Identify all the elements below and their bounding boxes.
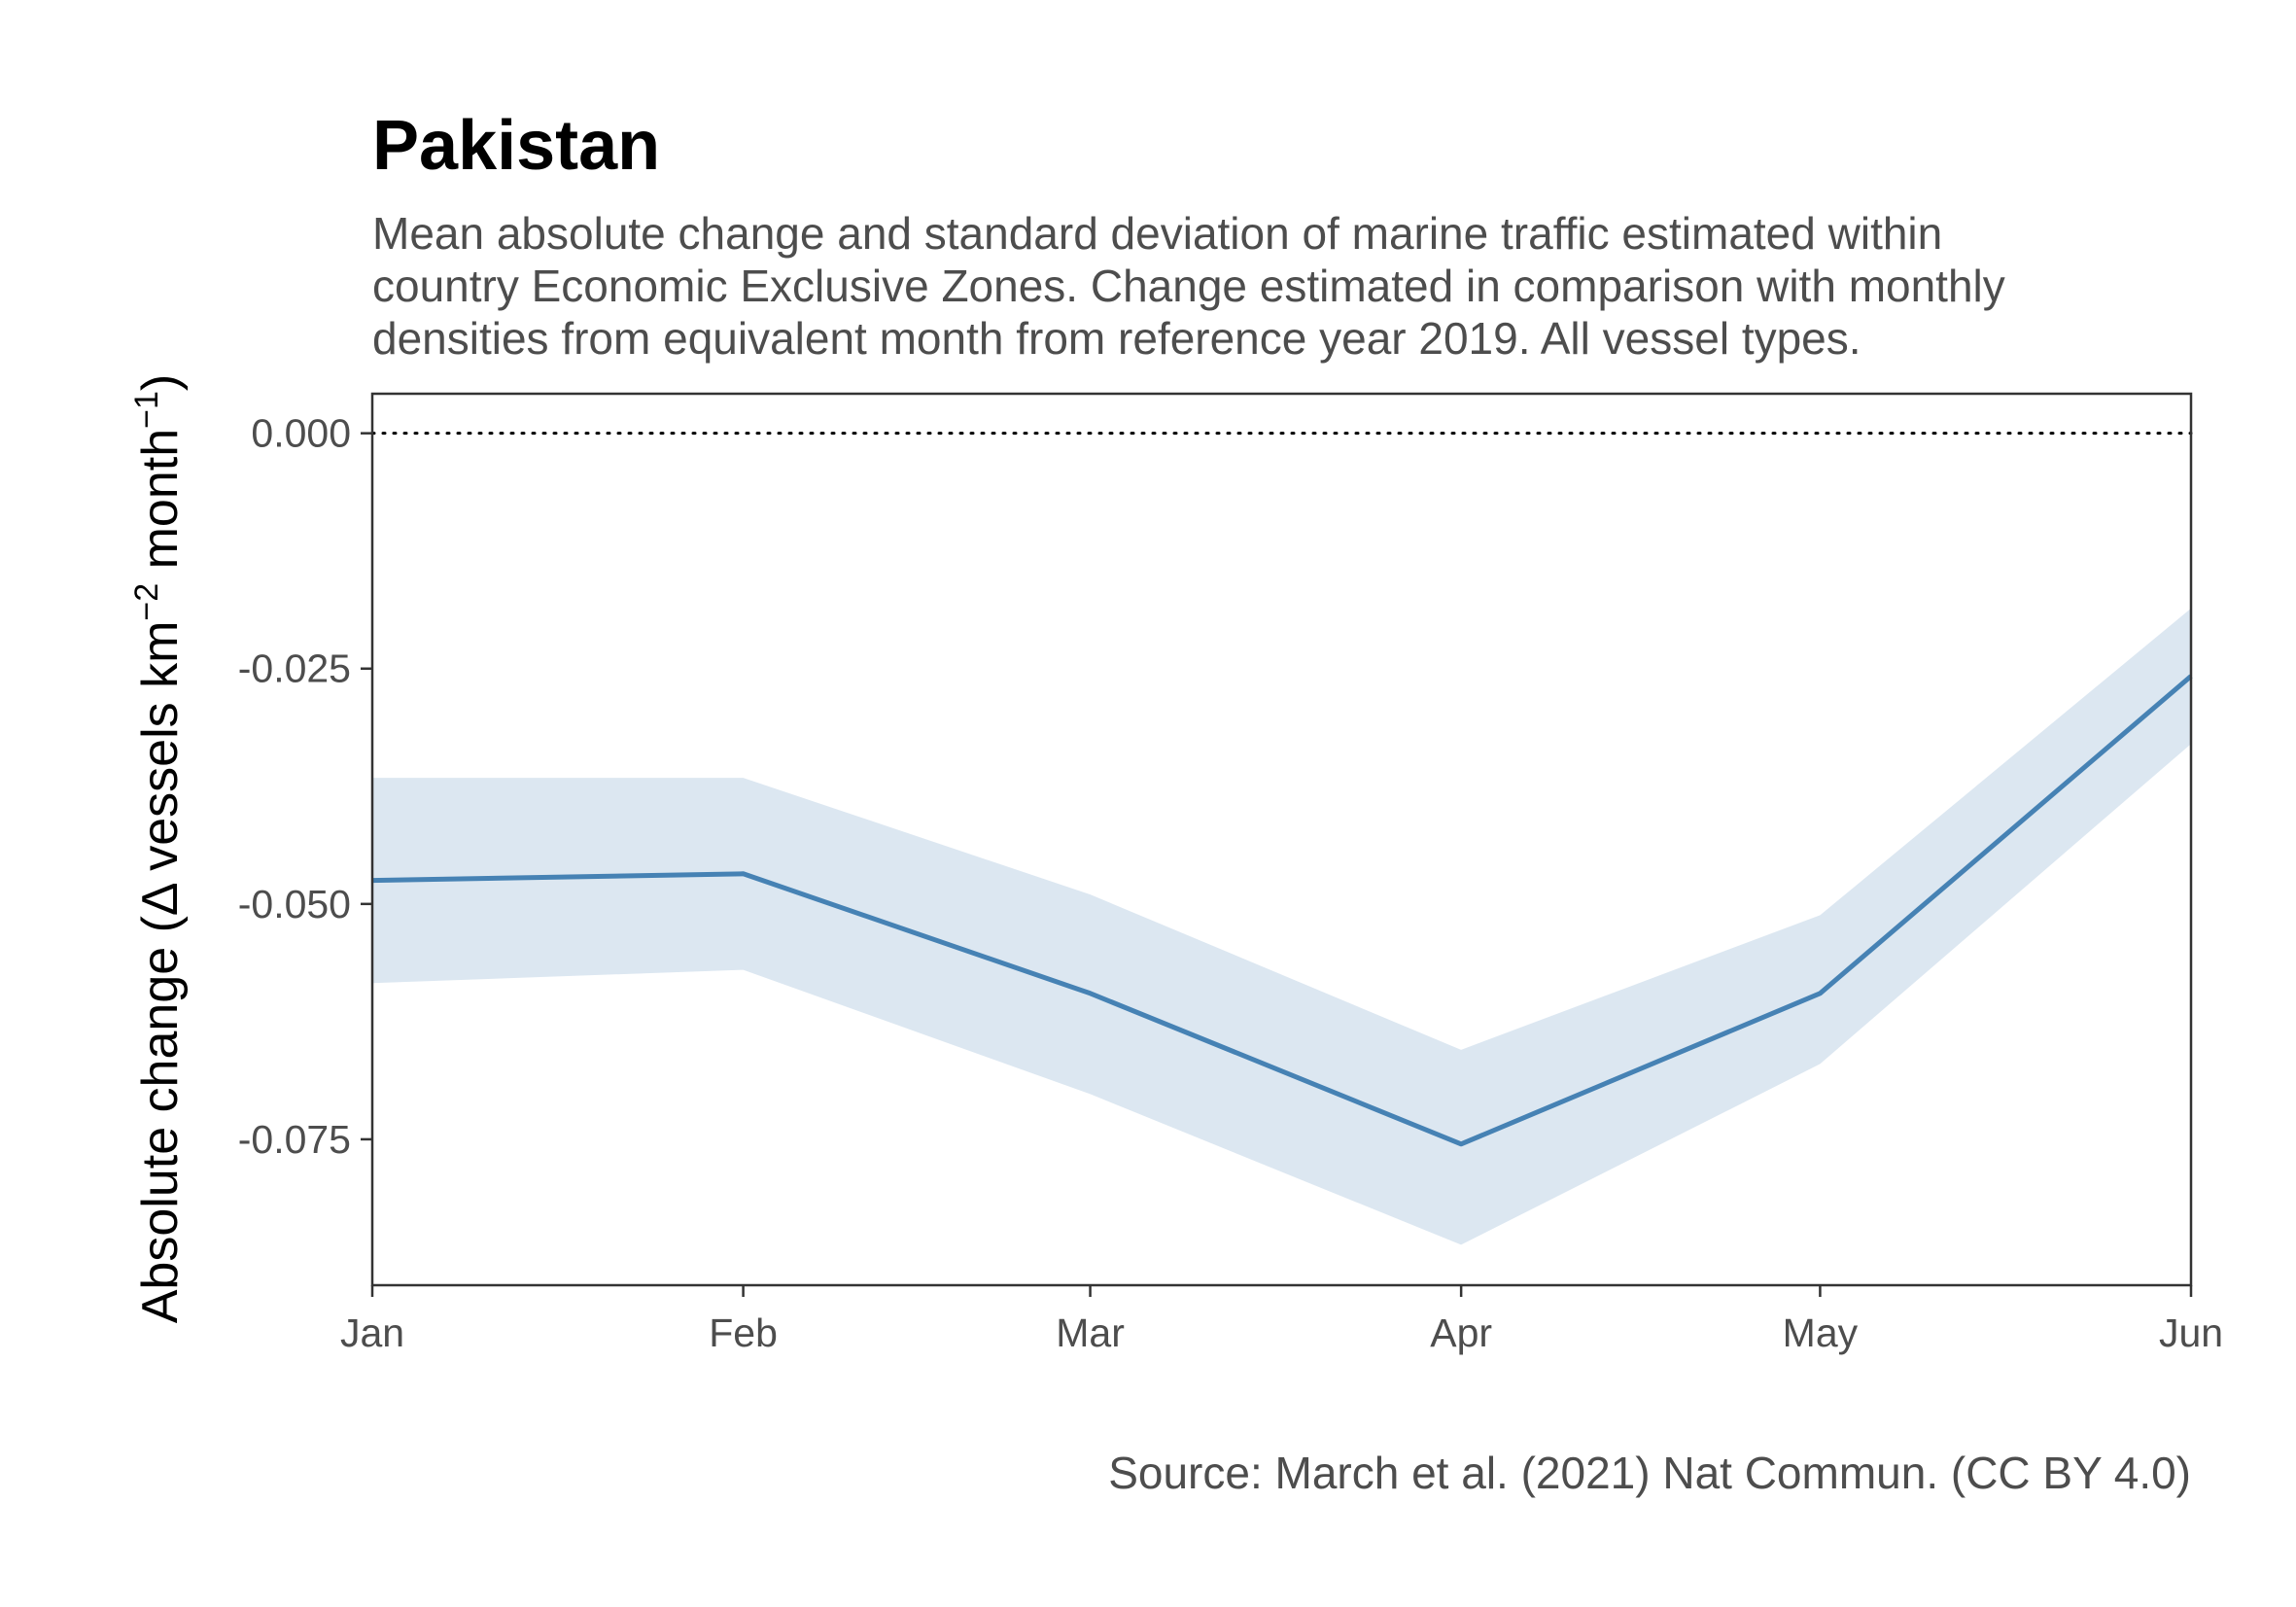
plot-area — [370, 392, 2193, 1287]
x-tick-label: Jan — [340, 1310, 404, 1355]
x-tick-label: Jun — [2159, 1310, 2223, 1355]
panel-border — [370, 392, 2193, 1287]
y-tick-label: 0.000 — [251, 411, 351, 456]
chart-subtitle-line-1: Mean absolute change and standard deviat… — [372, 208, 1942, 259]
x-tick-label: Mar — [1056, 1310, 1125, 1355]
chart-subtitle-line-2: country Economic Exclusive Zones. Change… — [372, 261, 2005, 311]
x-axis: Jan Feb Mar Apr May Jun — [340, 1285, 2223, 1355]
x-tick-label: May — [1783, 1310, 1859, 1355]
x-tick-label: Apr — [1430, 1310, 1492, 1355]
y-axis-title: Absolute change (Δ vessels km−2 month−1) — [128, 374, 189, 1324]
chart-subtitle-line-3: densities from equivalent month from ref… — [372, 313, 1861, 364]
sd-band — [372, 608, 2191, 1245]
chart-title: Pakistan — [372, 107, 660, 185]
y-tick-label: -0.075 — [238, 1117, 351, 1162]
x-tick-label: Feb — [709, 1310, 778, 1355]
mean-change-line — [371, 674, 2193, 1147]
chart-caption: Source: March et al. (2021) Nat Commun. … — [1108, 1448, 2191, 1498]
y-tick-label: -0.025 — [238, 646, 351, 691]
y-tick-label: -0.050 — [238, 882, 351, 926]
y-axis: 0.000 -0.025 -0.050 -0.075 — [238, 411, 372, 1162]
